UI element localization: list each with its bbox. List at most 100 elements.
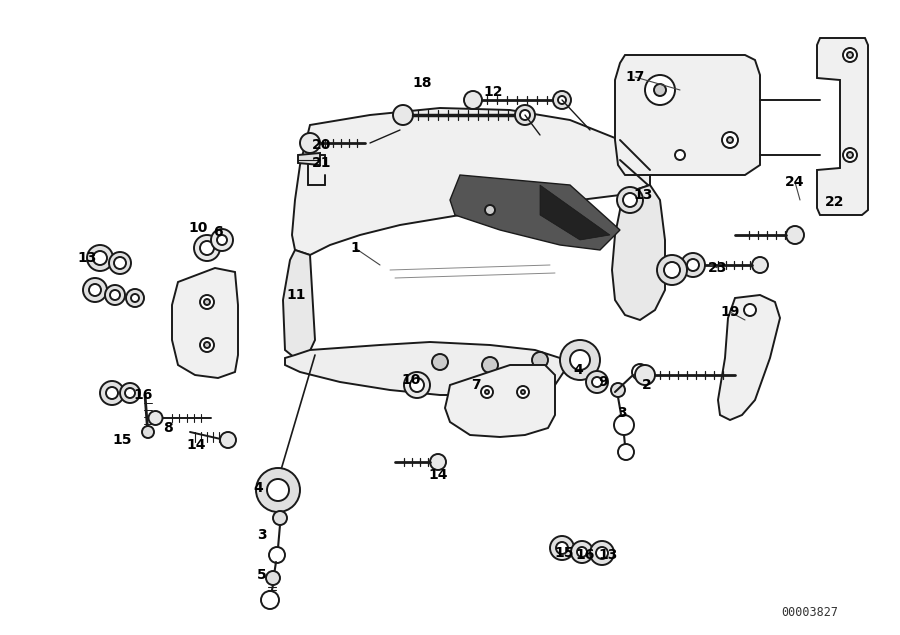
Text: 22: 22 xyxy=(825,195,845,209)
Circle shape xyxy=(482,357,498,373)
Circle shape xyxy=(404,372,430,398)
Circle shape xyxy=(269,547,285,563)
Circle shape xyxy=(687,259,699,271)
Circle shape xyxy=(521,390,525,394)
Text: 24: 24 xyxy=(785,175,805,189)
Text: 7: 7 xyxy=(472,378,481,392)
Polygon shape xyxy=(718,295,780,420)
Circle shape xyxy=(617,187,643,213)
Text: 3: 3 xyxy=(257,528,266,542)
Circle shape xyxy=(664,262,680,278)
Text: 14: 14 xyxy=(186,438,206,452)
Circle shape xyxy=(89,284,101,296)
Text: 18: 18 xyxy=(412,76,432,90)
Circle shape xyxy=(106,387,118,399)
Circle shape xyxy=(550,536,574,560)
Text: 15: 15 xyxy=(112,433,131,447)
Text: 00003827: 00003827 xyxy=(781,606,839,618)
Circle shape xyxy=(211,229,233,251)
Text: 5: 5 xyxy=(257,568,267,582)
Text: 12: 12 xyxy=(483,85,503,99)
Circle shape xyxy=(87,245,113,271)
Circle shape xyxy=(744,304,756,316)
Text: 10: 10 xyxy=(188,221,208,235)
Circle shape xyxy=(93,251,107,265)
Circle shape xyxy=(520,110,530,120)
Text: 8: 8 xyxy=(163,421,173,435)
Text: 11: 11 xyxy=(286,288,306,302)
Circle shape xyxy=(570,350,590,370)
Text: 21: 21 xyxy=(312,156,332,170)
Circle shape xyxy=(485,390,489,394)
Polygon shape xyxy=(615,55,760,175)
Text: 16: 16 xyxy=(575,548,595,562)
Circle shape xyxy=(618,444,634,460)
Polygon shape xyxy=(172,268,238,378)
Circle shape xyxy=(194,235,220,261)
Circle shape xyxy=(592,377,602,387)
Circle shape xyxy=(485,205,495,215)
Circle shape xyxy=(200,241,214,255)
Circle shape xyxy=(843,48,857,62)
Polygon shape xyxy=(450,175,620,250)
Circle shape xyxy=(635,365,655,385)
Circle shape xyxy=(256,468,300,512)
Circle shape xyxy=(430,454,446,470)
Text: 19: 19 xyxy=(720,305,740,319)
Circle shape xyxy=(517,386,529,398)
Text: 10: 10 xyxy=(401,373,420,387)
Polygon shape xyxy=(283,250,315,358)
Circle shape xyxy=(261,591,279,609)
Circle shape xyxy=(432,354,448,370)
Circle shape xyxy=(556,542,568,554)
Polygon shape xyxy=(285,342,565,395)
Circle shape xyxy=(148,411,163,425)
Circle shape xyxy=(464,91,482,109)
Circle shape xyxy=(110,290,120,300)
Circle shape xyxy=(560,340,600,380)
Circle shape xyxy=(657,255,687,285)
Circle shape xyxy=(645,75,675,105)
Text: 13: 13 xyxy=(634,188,652,202)
Circle shape xyxy=(300,133,320,153)
Circle shape xyxy=(847,152,853,158)
Polygon shape xyxy=(612,185,665,320)
Circle shape xyxy=(571,541,593,563)
Circle shape xyxy=(125,388,135,398)
Circle shape xyxy=(120,383,140,403)
Circle shape xyxy=(200,295,214,309)
Circle shape xyxy=(204,299,210,305)
Circle shape xyxy=(114,257,126,269)
Text: 23: 23 xyxy=(708,261,728,275)
Circle shape xyxy=(553,91,571,109)
Circle shape xyxy=(393,105,413,125)
Text: 17: 17 xyxy=(626,70,644,84)
Circle shape xyxy=(105,285,125,305)
Circle shape xyxy=(558,96,566,104)
Circle shape xyxy=(752,257,768,273)
Text: 4: 4 xyxy=(253,481,263,495)
Text: 4: 4 xyxy=(573,363,583,377)
Circle shape xyxy=(623,193,637,207)
Circle shape xyxy=(586,371,608,393)
Polygon shape xyxy=(540,185,610,240)
Circle shape xyxy=(632,364,648,380)
Text: 13: 13 xyxy=(598,548,617,562)
Circle shape xyxy=(515,105,535,125)
Circle shape xyxy=(217,235,227,245)
Circle shape xyxy=(266,571,280,585)
Text: 13: 13 xyxy=(77,251,96,265)
Polygon shape xyxy=(445,365,555,437)
Circle shape xyxy=(481,386,493,398)
Circle shape xyxy=(220,432,236,448)
Circle shape xyxy=(577,547,587,557)
Circle shape xyxy=(590,541,614,565)
Circle shape xyxy=(596,547,608,559)
Circle shape xyxy=(727,137,733,143)
Text: 16: 16 xyxy=(133,388,153,402)
Circle shape xyxy=(109,252,131,274)
Circle shape xyxy=(681,253,705,277)
Text: 15: 15 xyxy=(554,546,574,560)
Circle shape xyxy=(126,289,144,307)
Circle shape xyxy=(131,294,139,302)
